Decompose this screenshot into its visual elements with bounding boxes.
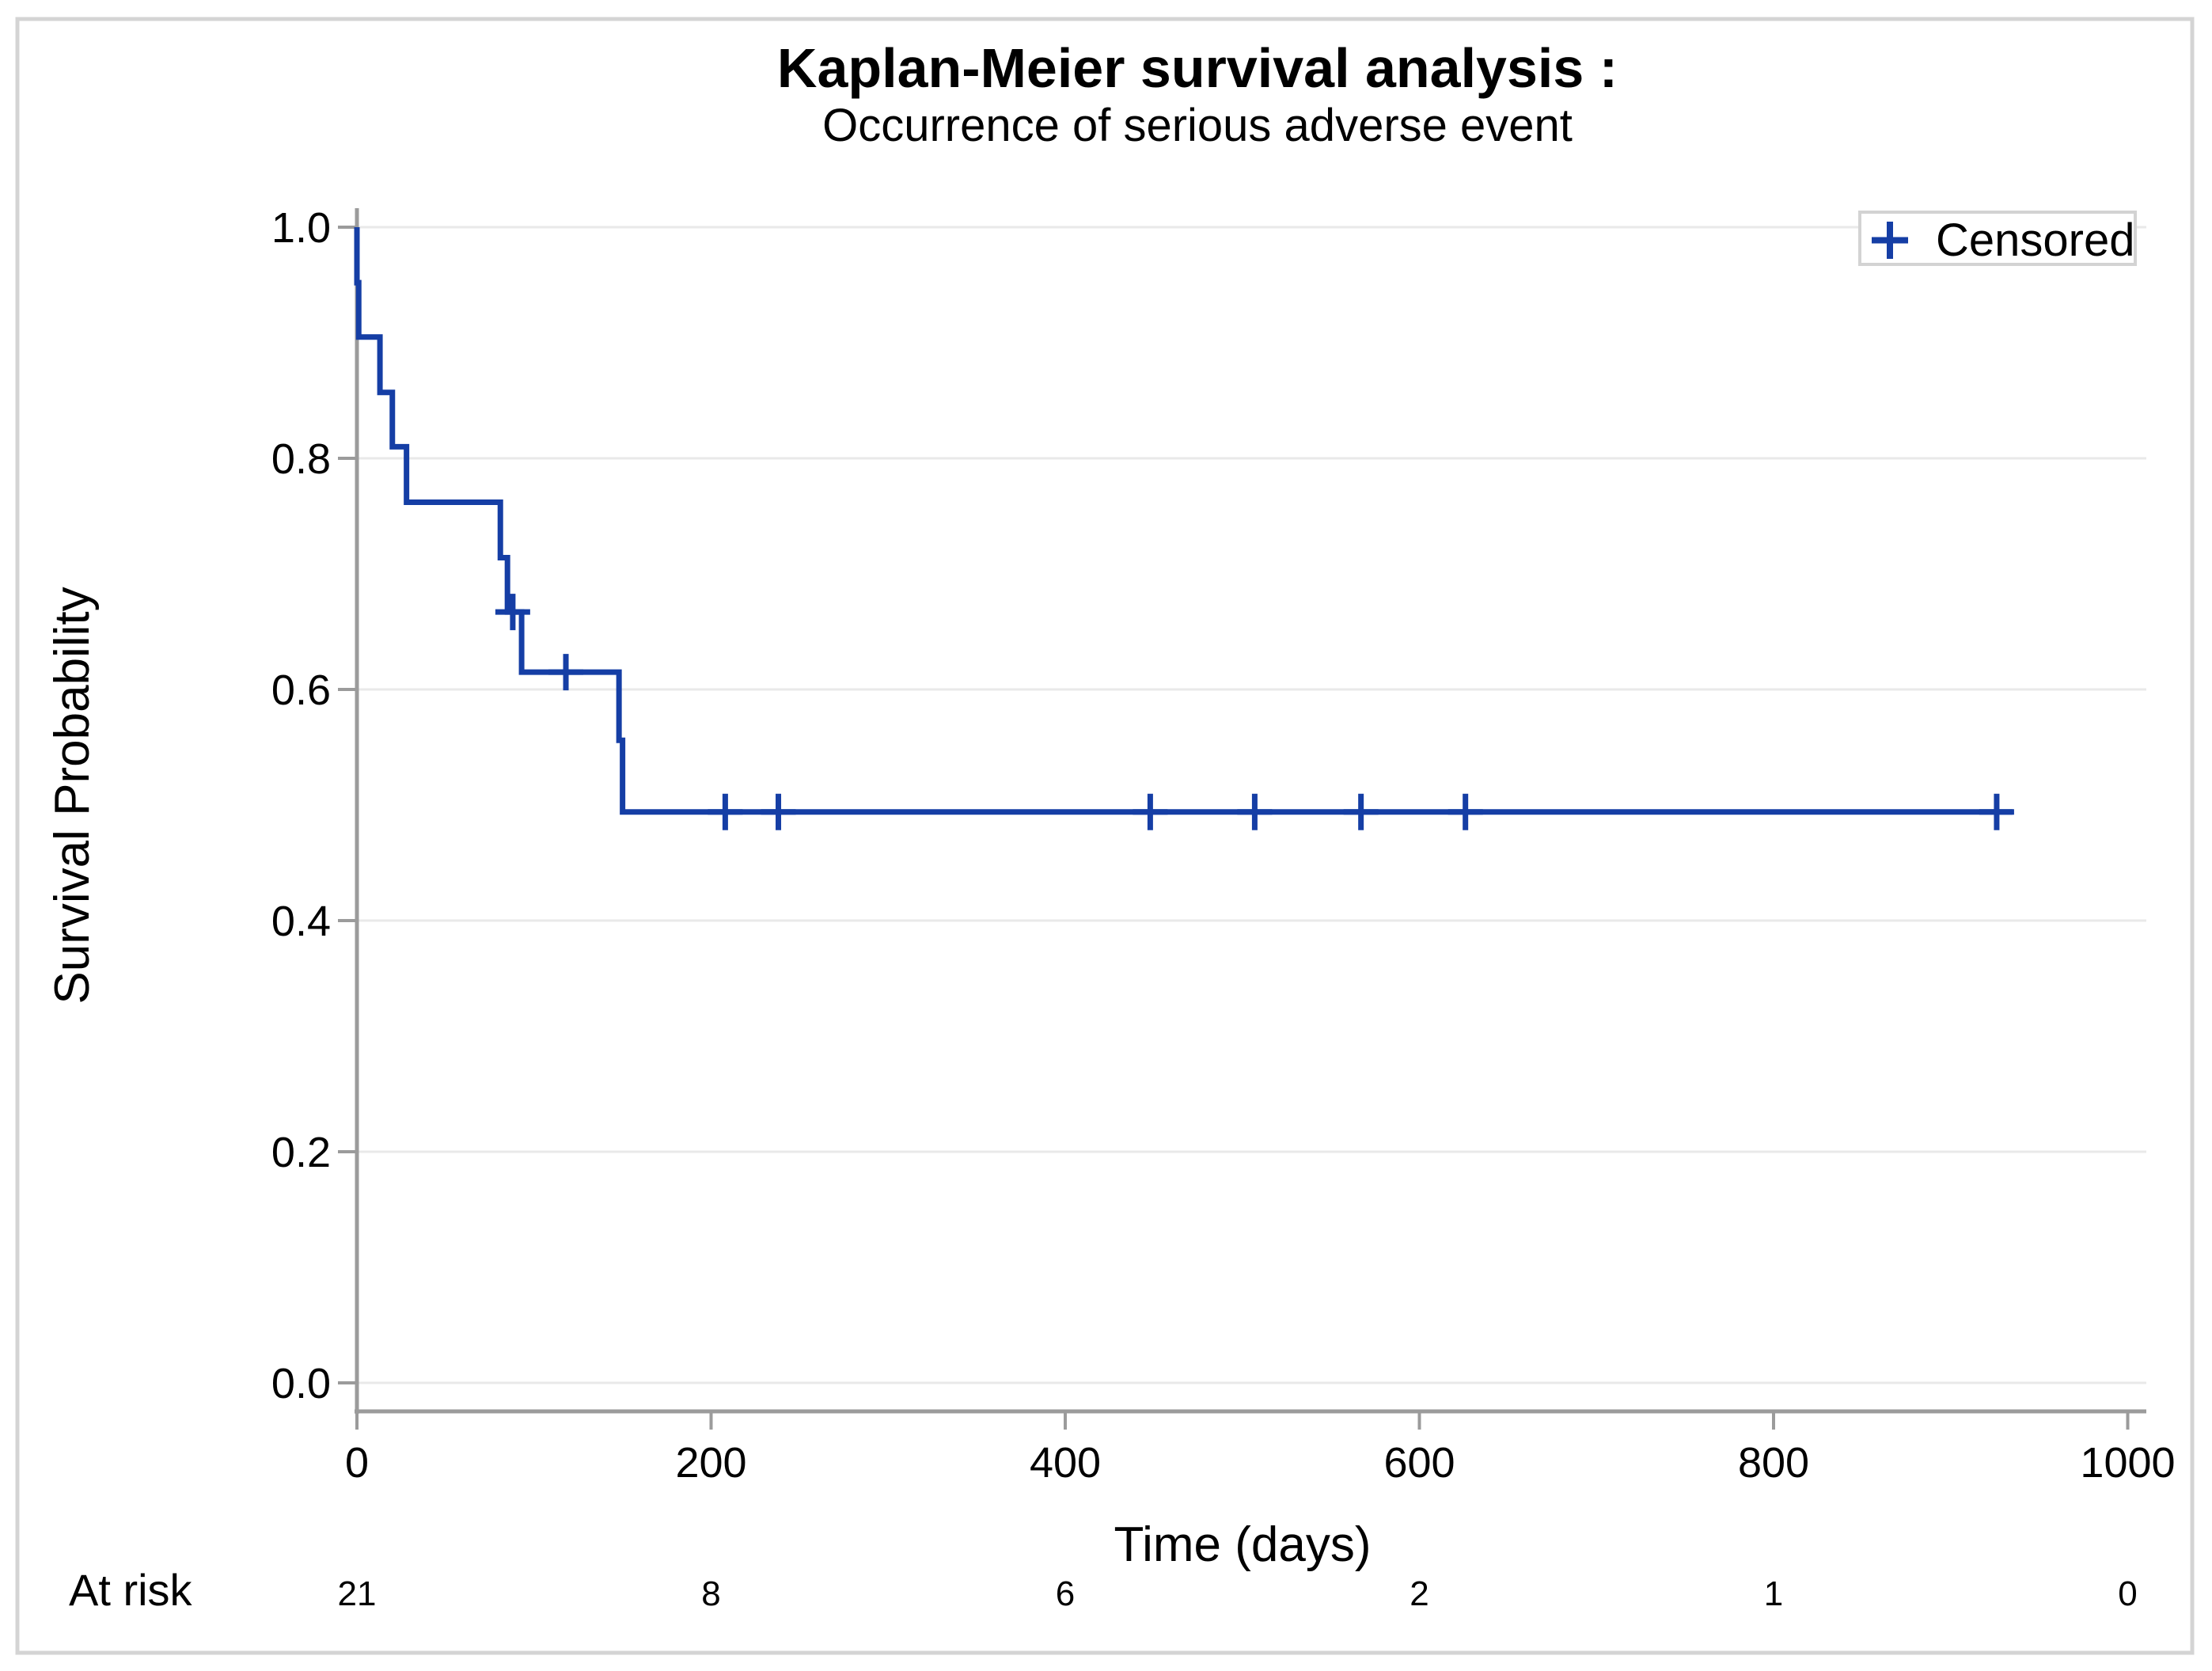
at-risk-count: 0 xyxy=(2118,1574,2137,1613)
y-tick-label: 0.8 xyxy=(271,435,331,483)
censored-mark xyxy=(761,793,796,830)
legend: Censored xyxy=(1858,211,2137,266)
y-tick-label: 0.4 xyxy=(271,898,331,945)
chart-title: Kaplan-Meier survival analysis : xyxy=(777,37,1618,99)
censored-mark xyxy=(1237,793,1273,830)
censored-mark xyxy=(1979,793,2014,830)
x-tick-label: 1000 xyxy=(2080,1439,2175,1487)
y-tick-label: 0.2 xyxy=(271,1129,331,1176)
axes xyxy=(355,208,2146,1414)
x-tick-label: 600 xyxy=(1383,1439,1455,1487)
censored-marks xyxy=(495,594,2014,830)
x-tick-label: 800 xyxy=(1738,1439,1809,1487)
gridlines xyxy=(357,226,2146,1384)
censored-mark xyxy=(1133,793,1168,830)
y-tick-label: 1.0 xyxy=(271,204,331,252)
at-risk-count: 1 xyxy=(1764,1574,1783,1613)
x-tick-label: 0 xyxy=(345,1439,369,1487)
survival-curve-path xyxy=(354,227,2013,815)
y-axis-title: Survival Probability xyxy=(45,587,100,1004)
y-tick-label: 0.6 xyxy=(271,667,331,714)
at-risk-label: At risk xyxy=(69,1565,193,1615)
axis-tick-labels: 0.0 0.2 0.4 0.6 0.8 1.0 0 200 400 600 800 1000 xyxy=(271,204,2176,1487)
censored-plus-icon xyxy=(1872,222,1908,259)
figure-border xyxy=(15,17,2195,1655)
censored-mark xyxy=(1343,793,1379,830)
chart-subtitle: Occurrence of serious adverse event xyxy=(822,100,1573,151)
at-risk-count: 6 xyxy=(1056,1574,1075,1613)
at-risk-count: 2 xyxy=(1410,1574,1429,1613)
x-tick-label: 200 xyxy=(675,1439,746,1487)
axis-tick-marks xyxy=(338,226,2130,1430)
y-tick-label: 0.0 xyxy=(271,1360,331,1407)
at-risk-row: At risk 21 8 6 2 1 0 xyxy=(69,1565,2138,1615)
x-tick-label: 400 xyxy=(1030,1439,1101,1487)
survival-step-curve xyxy=(354,227,2013,815)
censored-mark xyxy=(548,654,584,691)
censored-mark xyxy=(708,793,743,830)
at-risk-count: 21 xyxy=(338,1574,377,1613)
x-axis-title: Time (days) xyxy=(1114,1517,1372,1572)
censored-mark xyxy=(1447,793,1483,830)
at-risk-counts: 21 8 6 2 1 0 xyxy=(338,1574,2138,1613)
censored-mark xyxy=(495,594,530,631)
at-risk-count: 8 xyxy=(701,1574,720,1613)
legend-label: Censored xyxy=(1936,215,2134,266)
